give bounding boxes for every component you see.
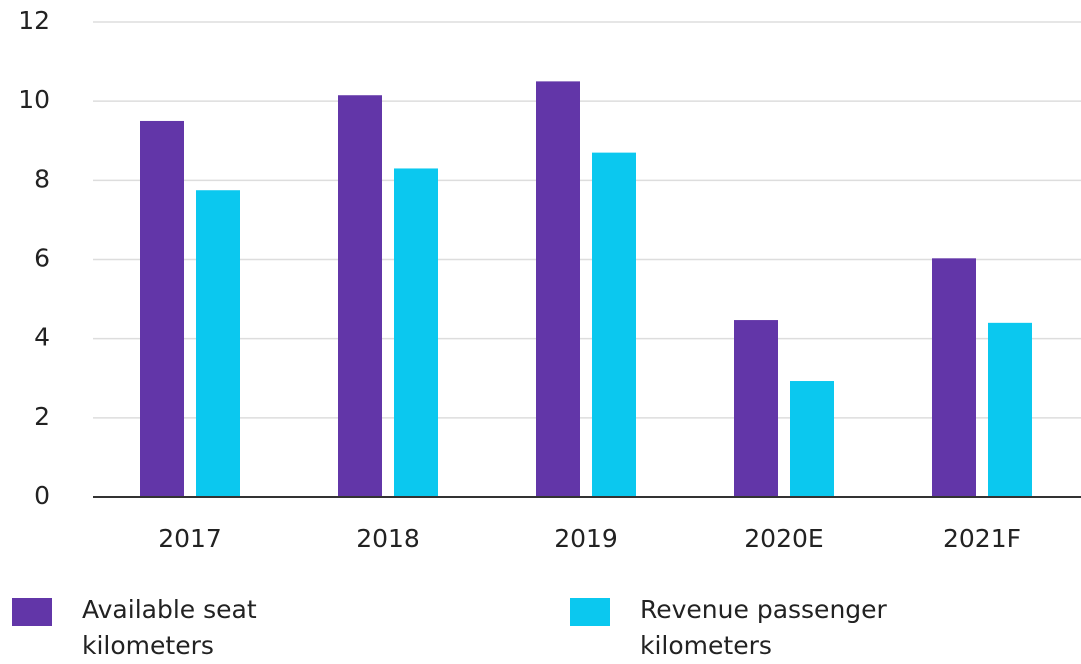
bar (140, 120, 184, 497)
x-tick-label: 2020E (744, 524, 823, 553)
bar (790, 381, 834, 497)
bar (338, 95, 382, 498)
legend-swatch (570, 598, 610, 626)
bar (734, 320, 778, 497)
legend-label: Revenue passenger kilometers (640, 595, 887, 660)
bar (932, 258, 976, 497)
y-tick-label: 0 (34, 481, 50, 510)
legend-item: Available seat kilometers (12, 595, 382, 664)
bar (394, 168, 438, 498)
y-tick-label: 6 (34, 244, 50, 273)
x-tick-label: 2017 (158, 524, 222, 553)
x-tick-label: 2018 (356, 524, 420, 553)
legend-item: Revenue passenger kilometers (570, 595, 940, 664)
y-tick-label: 8 (34, 164, 50, 193)
x-tick-label: 2019 (554, 524, 618, 553)
y-tick-label: 2 (34, 402, 50, 431)
bar (988, 322, 1032, 497)
bar (536, 81, 580, 497)
bar (592, 152, 636, 497)
legend-swatch (12, 598, 52, 626)
y-tick-label: 4 (34, 323, 50, 352)
bar (196, 190, 240, 497)
y-tick-label: 12 (18, 6, 50, 35)
legend-label: Available seat kilometers (82, 595, 257, 660)
y-tick-label: 10 (18, 85, 50, 114)
x-tick-label: 2021F (943, 524, 1021, 553)
